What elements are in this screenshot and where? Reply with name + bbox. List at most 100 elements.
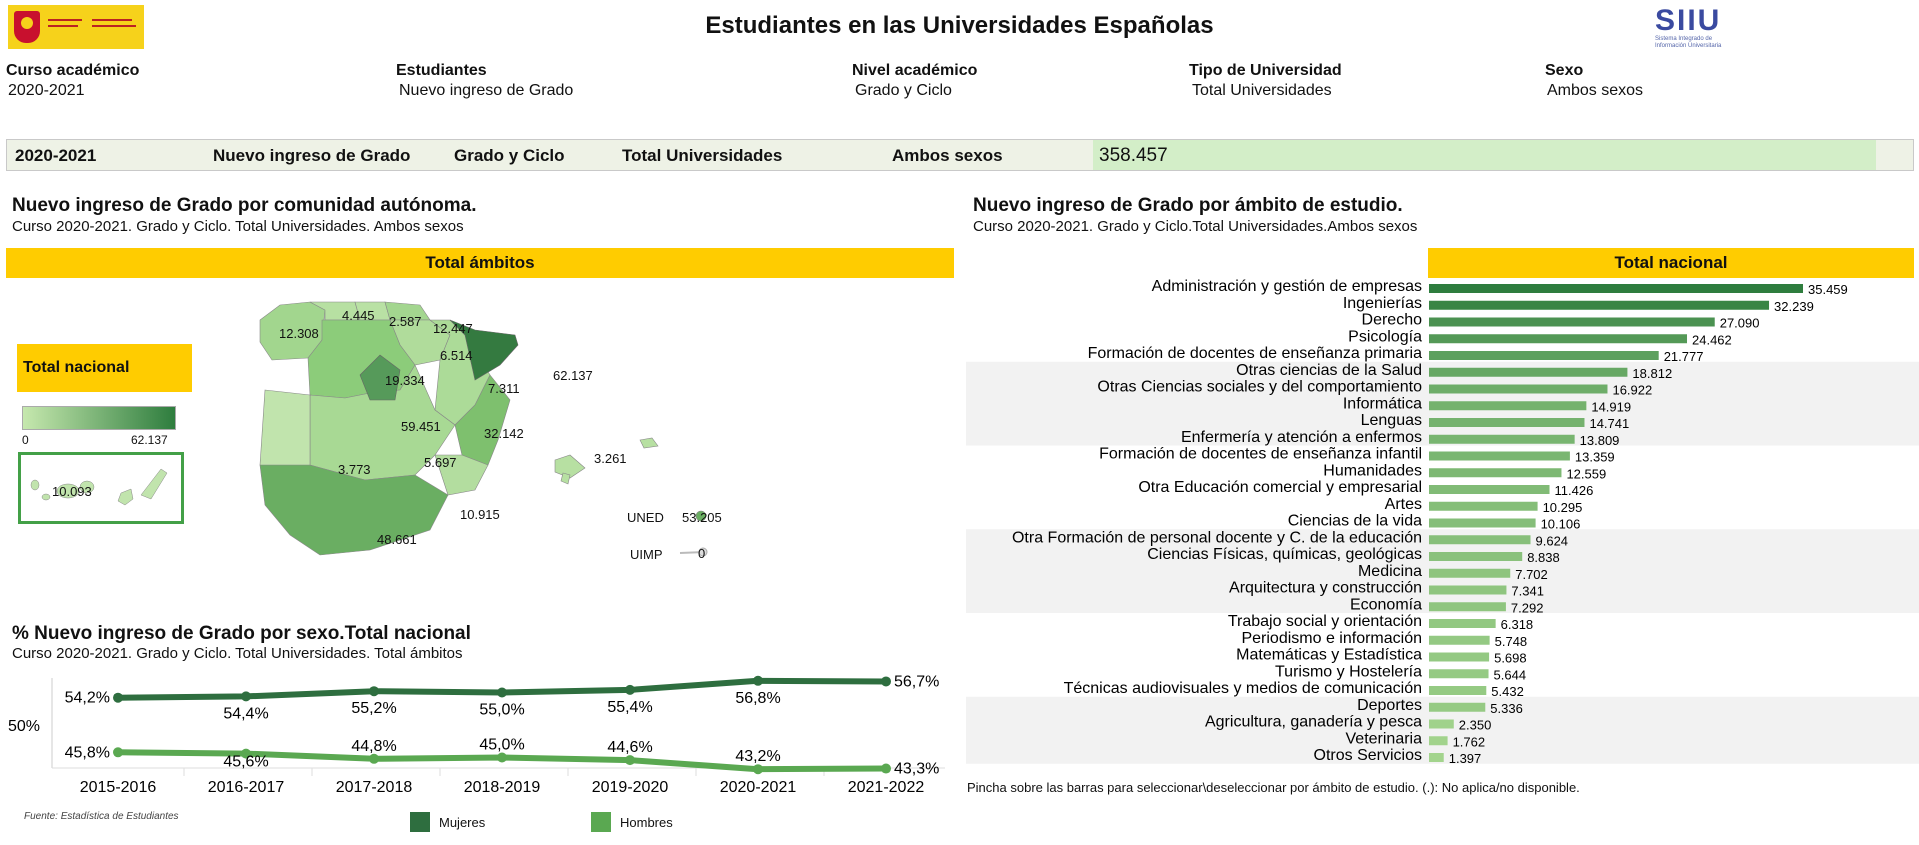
region-baleares-mallorca[interactable] — [554, 454, 586, 479]
bar[interactable] — [1429, 702, 1486, 712]
bar-category-label[interactable]: Otra Educación comercial y empresarial — [1138, 479, 1422, 496]
canarias-inset[interactable] — [18, 452, 184, 524]
data-point[interactable] — [113, 692, 123, 703]
bar-category-label[interactable]: Otra Formación de personal docente y C. … — [1012, 529, 1422, 546]
bar-category-label[interactable]: Medicina — [1358, 563, 1422, 580]
bar-value-label: 11.426 — [1555, 483, 1594, 498]
bar-category-label[interactable]: Deportes — [1357, 697, 1422, 714]
map-value-cantabria: 2.587 — [389, 314, 422, 329]
bar[interactable] — [1429, 518, 1536, 528]
bar[interactable] — [1429, 401, 1587, 411]
data-point[interactable] — [881, 763, 891, 774]
data-point[interactable] — [881, 676, 891, 687]
canarias-map[interactable] — [21, 455, 181, 521]
bar[interactable] — [1429, 619, 1496, 628]
region-baleares-menorca[interactable] — [639, 437, 659, 449]
bar-value-label: 7.292 — [1511, 600, 1544, 615]
data-point[interactable] — [241, 748, 251, 759]
bar-category-label[interactable]: Otros Servicios — [1314, 747, 1422, 764]
data-point[interactable] — [113, 747, 123, 758]
filter-estudiantes[interactable]: Estudiantes Nuevo ingreso de Grado — [396, 62, 574, 99]
bar[interactable] — [1429, 434, 1575, 444]
bar[interactable] — [1429, 568, 1511, 578]
bar-category-label[interactable]: Lenguas — [1361, 412, 1422, 429]
bar-category-label[interactable]: Derecho — [1362, 312, 1423, 329]
region-cataluna[interactable] — [449, 319, 519, 381]
bar[interactable] — [1429, 585, 1507, 595]
bar[interactable] — [1429, 736, 1448, 746]
bar-category-label[interactable]: Técnicas audiovisuales y medios de comun… — [1064, 680, 1422, 697]
bar-category-label[interactable]: Matemáticas y Estadística — [1236, 647, 1422, 664]
filter-nivel[interactable]: Nivel académico Grado y Ciclo — [852, 62, 978, 99]
bar-category-label[interactable]: Ciencias Físicas, químicas, geológicas — [1147, 546, 1422, 563]
bar[interactable] — [1429, 384, 1608, 394]
filter-sexo[interactable]: Sexo Ambos sexos — [1545, 62, 1644, 99]
bar[interactable] — [1429, 418, 1585, 427]
data-point[interactable] — [369, 686, 379, 697]
bar[interactable] — [1429, 719, 1454, 729]
map-value-castilla-leon: 19.334 — [385, 373, 425, 388]
data-point[interactable] — [497, 752, 507, 763]
bar-category-label[interactable]: Otras ciencias de la Salud — [1236, 362, 1422, 379]
filter-curso[interactable]: Curso académico 2020-2021 — [6, 62, 140, 99]
bar[interactable] — [1429, 367, 1628, 377]
bar-category-label[interactable]: Agricultura, ganadería y pesca — [1205, 714, 1422, 731]
data-point[interactable] — [625, 755, 635, 766]
line-chart-subtitle: Curso 2020-2021. Grado y Ciclo. Total Un… — [12, 645, 463, 662]
bar-category-label[interactable]: Formación de docentes de enseñanza prima… — [1088, 345, 1423, 362]
bar[interactable] — [1429, 753, 1444, 762]
bar-category-label[interactable]: Formación de docentes de enseñanza infan… — [1099, 446, 1422, 463]
bar-category-label[interactable]: Ciencias de la vida — [1288, 513, 1422, 530]
bar-category-label[interactable]: Informática — [1343, 395, 1422, 412]
bar[interactable] — [1429, 485, 1550, 494]
line-chart[interactable]: 50% 2015-2016 2016-2017 2017-2018 2018-2019 2… — [0, 668, 960, 798]
region-andalucia[interactable] — [259, 464, 449, 556]
data-point[interactable] — [625, 684, 635, 695]
data-point[interactable] — [753, 675, 763, 686]
bar[interactable] — [1429, 602, 1506, 612]
region-madrid[interactable] — [359, 354, 401, 401]
bar[interactable] — [1429, 317, 1715, 327]
bar[interactable] — [1429, 300, 1770, 310]
bar-category-label[interactable]: Otras Ciencias sociales y del comportami… — [1097, 379, 1422, 396]
data-point[interactable] — [369, 753, 379, 764]
bar-chart[interactable]: Administración y gestión de empresas 35.4… — [960, 278, 1919, 768]
bar-category-label[interactable]: Humanidades — [1323, 462, 1422, 479]
bar[interactable] — [1429, 535, 1531, 545]
bar-category-label[interactable]: Enfermería y atención a enfermos — [1181, 429, 1422, 446]
bar[interactable] — [1429, 552, 1523, 561]
bar-category-label[interactable]: Administración y gestión de empresas — [1152, 278, 1422, 295]
bar[interactable] — [1429, 652, 1490, 662]
bar[interactable] — [1429, 501, 1538, 511]
data-point[interactable] — [497, 687, 507, 698]
region-murcia[interactable] — [434, 454, 489, 496]
bar[interactable] — [1429, 669, 1489, 679]
bar-header-bar: Total nacional — [1428, 248, 1914, 278]
bar[interactable] — [1429, 451, 1570, 461]
summary-estudiantes: Nuevo ingreso de Grado — [213, 146, 411, 165]
bar-category-label[interactable]: Trabajo social y orientación — [1228, 613, 1422, 630]
data-label: 44,8% — [351, 738, 396, 755]
bar-value-label: 21.777 — [1664, 349, 1704, 364]
bar-category-label[interactable]: Ingenierías — [1343, 295, 1422, 312]
data-point[interactable] — [753, 764, 763, 775]
bar[interactable] — [1429, 468, 1562, 478]
data-point[interactable] — [241, 691, 251, 702]
filter-tipo[interactable]: Tipo de Universidad Total Universidades — [1189, 62, 1342, 99]
bar-category-label[interactable]: Artes — [1385, 496, 1422, 513]
bar-category-label[interactable]: Turismo y Hostelería — [1275, 663, 1422, 680]
bar[interactable] — [1429, 635, 1490, 645]
x-tick-label: 2018-2019 — [464, 779, 541, 796]
bar-category-label[interactable]: Arquitectura y construcción — [1229, 580, 1422, 597]
bar-category-label[interactable]: Economía — [1350, 596, 1422, 613]
spain-map[interactable] — [250, 290, 730, 590]
bar[interactable] — [1429, 686, 1487, 695]
bar-category-label[interactable]: Periodismo e información — [1241, 630, 1422, 647]
bar[interactable] — [1429, 284, 1803, 293]
region-baleares-ibiza[interactable] — [560, 472, 571, 485]
bar[interactable] — [1429, 351, 1659, 360]
bar-category-label[interactable]: Psicología — [1348, 328, 1422, 345]
bar-category-label[interactable]: Veterinaria — [1346, 730, 1423, 747]
uned-marker[interactable] — [695, 510, 707, 522]
bar[interactable] — [1429, 334, 1688, 344]
